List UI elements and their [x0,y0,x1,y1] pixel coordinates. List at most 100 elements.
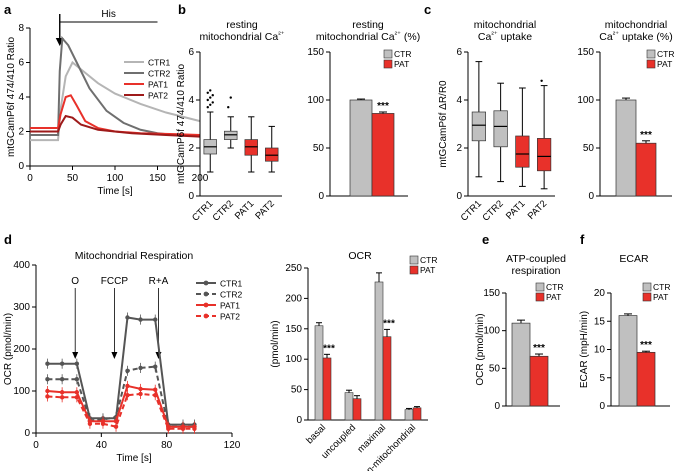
f-y-axis-label: ECAR (mpH/min) [579,311,590,388]
d1-x-tick-label: 40 [96,440,108,451]
f-y-tick-label: 15 [594,316,606,327]
d1-legend-marker-ctr1 [203,280,209,286]
d1-injection-label: R+A [149,276,169,287]
panel-label-b: b [178,2,186,17]
c2-significance: *** [640,130,652,141]
d2-bar-ctr-basal [314,325,324,421]
f-y-tick-label: 10 [594,345,606,356]
f-y-tick-label: 0 [599,401,605,412]
c1-y-tick-label: 0 [456,191,462,202]
d2-y-tick-label: 50 [291,385,303,396]
d1-y-tick-label: 0 [24,428,30,439]
e-y-axis-label: OCR (pmol/min) [475,313,486,385]
b1-y-tick-label: 6 [188,47,194,58]
c1-title-line2: Ca²⁺ uptake [478,29,532,43]
d1-y-tick-label: 400 [13,260,30,271]
d1-x-tick-label: 0 [33,440,39,451]
c2-legend-label-ctr: CTR [657,49,674,59]
d1-legend-marker-pat1 [203,302,209,308]
a-y-axis-label: mtGCamP6f 474/410 Ratio [6,37,17,157]
b1-outlier [229,96,232,99]
c2-y-tick-label: 150 [577,47,594,58]
b1-outlier [209,96,212,99]
b1-x-tick-label: CTR1 [190,198,215,223]
b2-y-tick-label: 150 [307,47,324,58]
c2-y-tick-label: 100 [577,95,594,106]
c1-x-tick-label: PAT2 [526,198,550,222]
b1-outlier [206,91,209,95]
a-legend-label-pat2: PAT2 [148,91,168,101]
b2-title-line2: mitochondrial Ca²⁺ (%) [316,29,420,43]
b1-y-tick-label: 0 [188,191,194,202]
d1-legend-label-ctr2: CTR2 [220,290,242,300]
f-legend-label-ctr: CTR [653,282,670,292]
d1-injection-label: FCCP [101,276,129,287]
c1-outlier [540,79,543,83]
d1-injection-arrowhead [72,352,79,359]
c1-box-ctr1 [471,111,486,142]
a-y-tick-label: 6 [18,58,24,69]
e-significance: *** [533,343,545,354]
c2-title-line2: Ca²⁺ uptake (%) [599,29,672,43]
b1-outlier [206,106,209,109]
c1-box-pat1 [515,135,530,168]
a-y-tick-label: 2 [18,127,24,138]
b1-x-tick-label: PAT1 [233,198,257,222]
a-legend-label-pat1: PAT1 [148,80,168,90]
c1-box-ctr2 [493,110,508,148]
d2-title: OCR [348,250,372,262]
c1-y-tick-label: 2 [456,143,462,154]
b1-box-pat1 [244,139,258,156]
b2-legend-label-ctr: CTR [394,49,411,59]
panel-label-f: f [580,232,585,247]
d2-y-tick-label: 0 [296,415,302,426]
c2-y-tick-label: 0 [588,191,594,202]
d1-y-tick-label: 200 [13,344,30,355]
d2-y-tick-label: 250 [285,263,302,274]
e-bar-pat [529,355,549,407]
d1-x-tick-label: 80 [161,440,173,451]
d2-legend-swatch-pat [409,265,419,275]
c1-y-axis-label: mtGCamP6f ΔR/R0 [438,80,449,168]
a-x-tick-label: 150 [149,173,166,184]
e-y-tick-label: 150 [483,288,500,299]
a-y-tick-label: 8 [18,23,24,34]
c1-y-tick-label: 4 [456,95,462,106]
d2-legend-label-pat: PAT [420,265,435,275]
b2-significance: *** [377,101,389,112]
c1-x-tick-label: CTR2 [480,198,505,223]
d2-x-tick-label: basal [304,422,328,446]
e-legend-swatch-ctr [535,282,545,292]
d2-bar-ctr-non-mitochondrial [404,409,414,421]
chart-d1: Mitochondrial Respiration 0 100 200 300 400 0 4… [3,250,242,464]
d1-y-tick-label: 300 [13,302,30,313]
d1-legend-label-pat1: PAT1 [220,301,240,311]
e-title-line2: respiration [511,265,560,277]
a-x-axis-label: Time [s] [97,186,132,197]
f-title: ECAR [619,253,649,265]
f-significance: *** [640,340,652,351]
f-y-tick-label: 5 [599,373,605,384]
d1-series-pat1 [47,384,195,428]
c1-title-line1: mitochondrial [474,19,536,31]
c1-box-pat2 [537,138,552,172]
d2-significance: *** [323,343,335,354]
d1-legend-label-ctr1: CTR1 [220,279,242,289]
b2-bar-ctr [349,99,373,197]
b1-title-line1: resting [226,19,258,31]
a-x-tick-label: 0 [27,173,33,184]
d1-series-pat2 [47,392,195,430]
panel-label-e: e [482,232,489,247]
c2-bar-pat [635,142,657,197]
d1-x-axis-label: Time [s] [116,453,151,464]
d2-y-axis-label: (pmol/min) [270,320,281,367]
d1-title: Mitochondrial Respiration [75,250,194,262]
d2-y-tick-label: 200 [285,293,302,304]
c2-legend-swatch-pat [646,59,656,69]
b2-title-line1: resting [352,19,384,31]
chart-d2: OCR(pmol/min)050100150200250basaluncoupl… [270,250,437,471]
e-y-tick-label: 100 [483,326,500,337]
d1-injection-arrowhead [111,352,118,359]
